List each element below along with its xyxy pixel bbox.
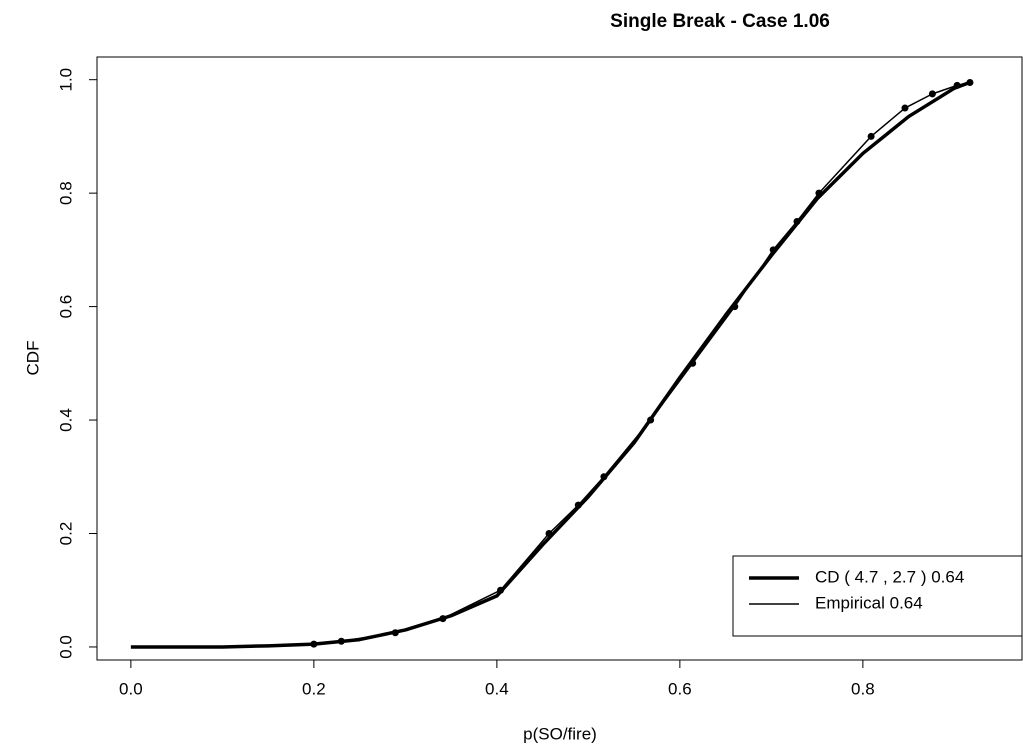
point <box>867 132 875 140</box>
y-tick-label: 0.8 <box>56 181 75 205</box>
legend-label: Empirical 0.64 <box>815 593 923 612</box>
y-tick-label: 0.2 <box>56 522 75 546</box>
legend-label: CD ( 4.7 , 2.7 ) 0.64 <box>815 567 964 586</box>
y-axis-label: CDF <box>23 341 42 376</box>
y-tick-label: 0.0 <box>56 635 75 659</box>
point <box>497 586 505 594</box>
plot-frame <box>96 56 1023 661</box>
y-tick-label: 0.6 <box>56 295 75 319</box>
x-tick-label: 0.2 <box>302 679 326 698</box>
x-tick-label: 0.4 <box>485 679 509 698</box>
point <box>769 246 777 254</box>
point <box>731 303 739 311</box>
point <box>953 81 961 89</box>
point <box>689 359 697 367</box>
point <box>901 104 909 112</box>
x-tick-label: 0.8 <box>851 679 875 698</box>
chart-title: Single Break - Case 1.06 <box>610 11 830 32</box>
point <box>600 473 608 481</box>
point <box>337 637 345 645</box>
x-axis-label: p(SO/fire) <box>523 724 597 743</box>
legend-box <box>732 555 1023 637</box>
point <box>815 189 823 197</box>
x-tick-label: 0.6 <box>668 679 692 698</box>
point <box>574 501 582 509</box>
x-tick-label: 0.0 <box>119 679 143 698</box>
point <box>928 90 936 98</box>
y-tick-label: 0.4 <box>56 408 75 432</box>
y-tick-label: 1.0 <box>56 68 75 92</box>
point <box>647 416 655 424</box>
point <box>545 530 553 538</box>
point <box>966 79 974 87</box>
point <box>793 218 801 226</box>
point <box>310 640 318 648</box>
point <box>391 629 399 637</box>
point <box>439 615 447 623</box>
